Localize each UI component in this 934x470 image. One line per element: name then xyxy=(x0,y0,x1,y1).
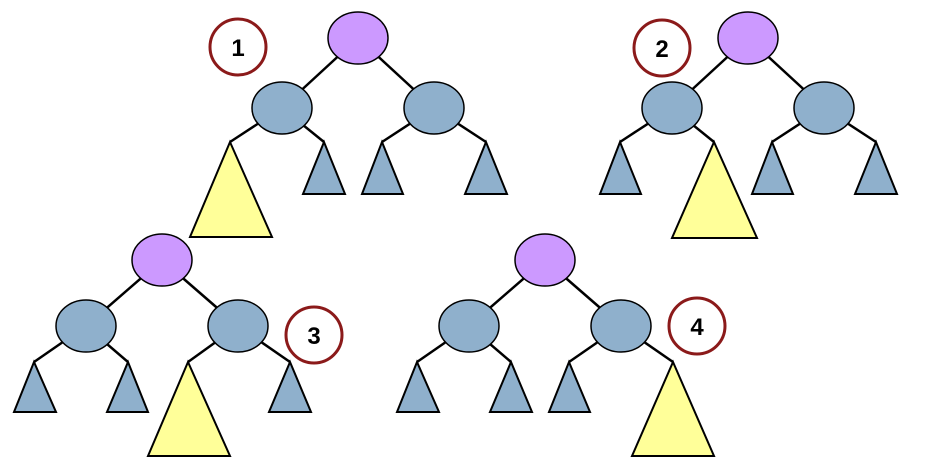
tree-case-1: 1 xyxy=(188,11,509,238)
subtree-triangle xyxy=(360,139,405,195)
inner-node xyxy=(438,299,500,353)
case-badge-label: 3 xyxy=(307,323,320,350)
subtree-triangle-large xyxy=(670,139,759,239)
root-node xyxy=(514,233,576,287)
case-badge-3: 3 xyxy=(284,305,344,365)
subtree-triangle xyxy=(105,359,150,413)
case-badge-2: 2 xyxy=(632,18,692,78)
subtree-triangle xyxy=(395,359,441,413)
subtree-triangle xyxy=(488,359,534,413)
subtree-triangle-large xyxy=(188,139,274,238)
tree-case-2: 2 xyxy=(598,11,899,239)
subtree-triangle xyxy=(267,359,313,413)
subtree-triangle xyxy=(750,139,795,195)
subtree-triangle xyxy=(853,139,899,195)
root-node xyxy=(717,11,779,65)
subtree-triangle xyxy=(12,359,58,413)
subtree-triangle-large xyxy=(146,359,232,457)
subtree-triangle xyxy=(598,139,643,195)
case-badge-1: 1 xyxy=(208,17,268,77)
case-badge-4: 4 xyxy=(667,296,727,356)
inner-node xyxy=(207,299,269,353)
tree-case-3: 3 xyxy=(12,233,344,457)
inner-node xyxy=(641,81,703,135)
subtree-triangle xyxy=(301,139,347,195)
inner-node xyxy=(55,299,117,353)
subtree-triangle xyxy=(547,359,592,413)
case-badge-label: 4 xyxy=(690,314,704,341)
root-node xyxy=(131,233,193,287)
tree-case-4: 4 xyxy=(395,233,727,457)
subtree-triangle-large xyxy=(630,359,716,457)
case-badge-label: 1 xyxy=(231,35,244,62)
inner-node xyxy=(590,299,652,353)
root-node xyxy=(327,11,389,65)
inner-node xyxy=(793,81,855,135)
inner-node xyxy=(251,81,313,135)
inner-node xyxy=(403,81,465,135)
case-badge-label: 2 xyxy=(655,36,668,63)
subtree-triangle xyxy=(463,139,509,195)
